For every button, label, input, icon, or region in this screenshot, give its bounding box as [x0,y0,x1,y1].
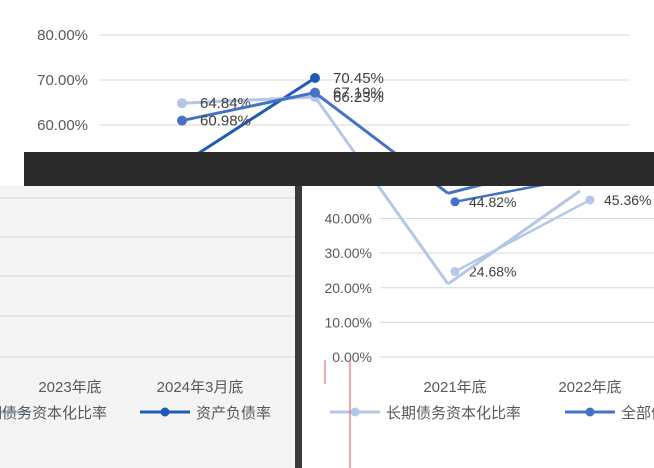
data-point [585,195,595,205]
y-tick-label: 20.00% [325,280,372,296]
legend-marker [350,407,360,417]
data-label: 24.68% [469,264,516,280]
plot-area [300,186,654,468]
series-line [313,96,450,285]
data-point [177,115,187,126]
data-label: 64.84% [200,95,251,112]
overlay-divider [295,186,302,468]
chart-panel-2023-2024: 2023年底 2024年3月底长期债务资本化比率 资产负债率 [0,186,326,468]
y-tick-label: 80.00% [37,27,88,44]
legend-marker [585,407,595,417]
x-tick-label: 2023年底 [38,379,101,396]
data-point [177,98,187,109]
data-label: 70.45% [333,70,384,87]
x-tick-label: 2024年3月底 [157,379,244,396]
data-point [450,267,460,277]
data-label: 66.23% [333,89,384,106]
data-label: 45.36% [604,192,651,208]
y-tick-label: 0.00% [332,349,372,365]
legend-label: 资产负债率 [196,405,271,422]
data-point [310,72,320,83]
data-point [450,197,460,207]
data-label: 44.82% [469,194,516,210]
series-line [181,91,316,123]
x-tick-label: 2021年底 [423,379,486,396]
overlay-bar [24,152,654,186]
data-label: 67.19% [333,85,384,102]
y-tick-label: 30.00% [325,245,372,261]
chart-panel-2021-2022: 0.00% 10.00% 20.00% 30.00% 40.00% 2021年底 2022年… [300,174,654,468]
legend-label: 长期债务资本化比率 [0,405,107,422]
legend-label: 长期债务资本化比率 [386,405,521,422]
legend-label: 全部债务资本化比率 [621,404,654,422]
series-line [447,189,581,286]
plot-area [0,186,295,468]
y-tick-label: 60.00% [37,117,88,134]
legend-marker [160,407,170,417]
series-line [181,76,316,166]
y-tick-label: 40.00% [325,211,372,227]
y-tick-label: 10.00% [325,314,372,330]
data-point [310,87,320,98]
y-tick-label: 70.00% [37,72,88,89]
series-line [454,198,591,273]
data-label: 60.98% [200,113,251,130]
x-tick-label: 2022年底 [558,379,621,396]
